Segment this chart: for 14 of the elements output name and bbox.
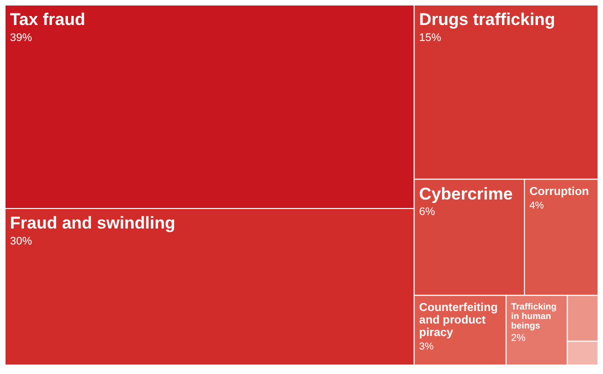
category-label: Fraud and swindling <box>10 214 176 233</box>
data-label: 39% <box>10 32 32 44</box>
data-label: 2% <box>511 333 526 344</box>
data-label: 15% <box>419 32 442 44</box>
category-label: Cybercrime <box>419 184 513 204</box>
data-label: 6% <box>419 206 436 218</box>
data-label: 30% <box>10 235 32 248</box>
data-label: 3% <box>419 341 434 352</box>
category-label: Corruption <box>529 186 589 198</box>
category-label: Tax fraud <box>10 10 86 30</box>
category-label: Trafficking in human beings <box>511 301 557 331</box>
data-label: 4% <box>529 200 544 212</box>
category-label: Drugs trafficking <box>419 10 556 30</box>
category-label: Counterfeiting and product piracy <box>419 302 498 340</box>
